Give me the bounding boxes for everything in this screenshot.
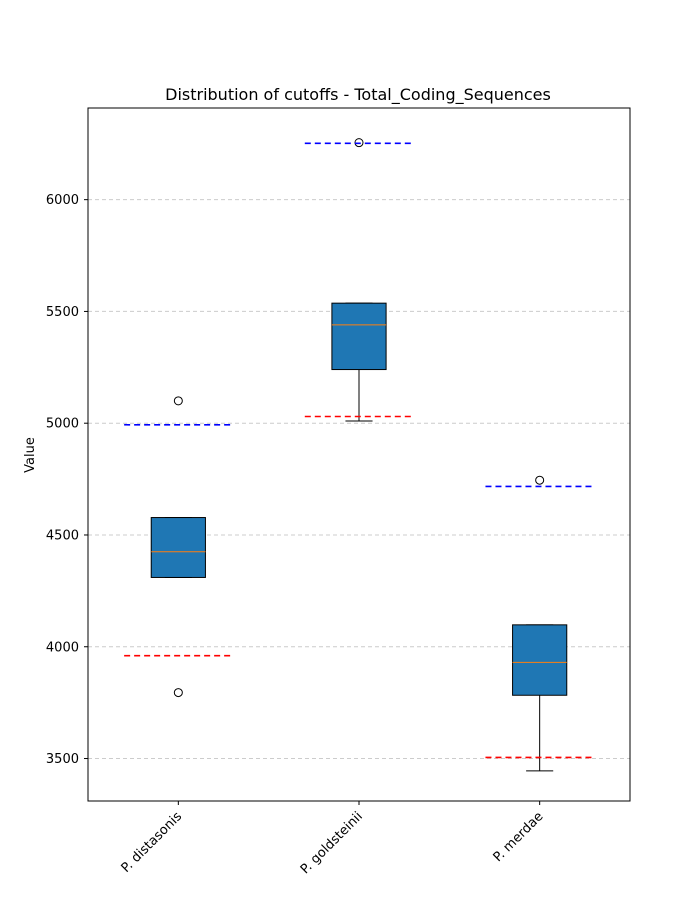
- box-iqr: [512, 624, 568, 696]
- chart-marks: [124, 138, 594, 772]
- y-tick-label: 5000: [46, 417, 79, 432]
- outlier-point: [173, 688, 183, 698]
- chart-title: Distribution of cutoffs - Total_Coding_S…: [165, 85, 551, 105]
- box-iqr: [331, 302, 387, 371]
- y-tick-label: 6000: [46, 193, 79, 208]
- plot-area-frame: [87, 107, 631, 802]
- outlier-point: [173, 396, 183, 406]
- outlier-point: [535, 475, 545, 485]
- y-tick-label: 3500: [46, 752, 79, 767]
- x-tick-label: P. distasonis: [119, 809, 186, 876]
- y-tick-label: 5500: [46, 305, 79, 320]
- x-tick-label: P. merdae: [491, 809, 547, 865]
- x-tick-label: P. goldsteinii: [298, 809, 366, 877]
- y-tick-label: 4500: [46, 528, 79, 543]
- y-axis-label: Value: [23, 437, 38, 473]
- y-tick-label: 4000: [46, 640, 79, 655]
- axes: 3500 4000 4500 5000 5500 6000 P. distasonis P. …: [46, 193, 547, 877]
- box-iqr: [150, 517, 206, 578]
